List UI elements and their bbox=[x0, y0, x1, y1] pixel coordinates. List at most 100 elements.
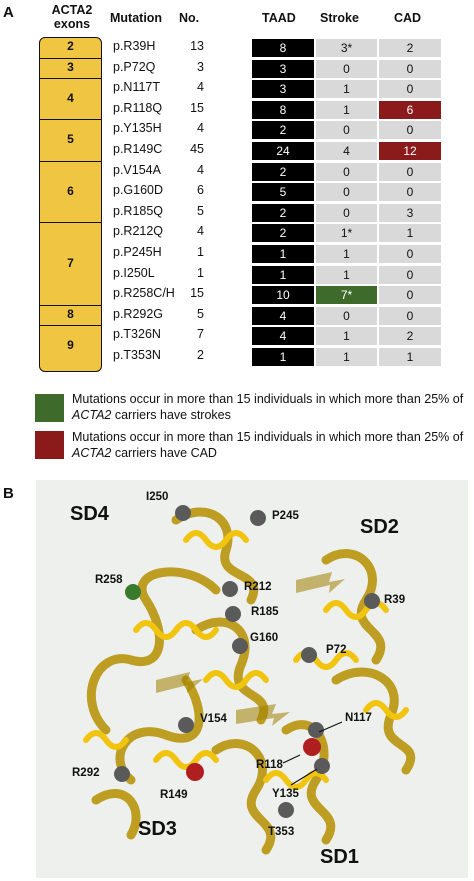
taad-cell: 3 bbox=[252, 60, 314, 78]
mutation-name: p.R39H bbox=[113, 39, 156, 53]
stroke-cell: 1 bbox=[316, 245, 377, 263]
mutation-name: p.P72Q bbox=[113, 60, 156, 74]
taad-cell: 8 bbox=[252, 39, 314, 57]
header-cad: CAD bbox=[394, 11, 422, 25]
cad-cell: 0 bbox=[379, 307, 441, 325]
taad-cell: 10 bbox=[252, 286, 314, 304]
mutation-count: 13 bbox=[190, 39, 204, 53]
taad-cell: 1 bbox=[252, 266, 314, 284]
mutation-name: p.R118Q bbox=[113, 101, 163, 115]
subdomain-sd1: SD1 bbox=[320, 846, 359, 868]
taad-cell: 5 bbox=[252, 183, 314, 201]
stroke-cell: 1 bbox=[316, 80, 377, 98]
mutation-count: 4 bbox=[197, 224, 204, 238]
cad-cell: 0 bbox=[379, 121, 441, 139]
cad-cell: 2 bbox=[379, 39, 441, 57]
exon-divider bbox=[39, 119, 102, 120]
mutation-count: 6 bbox=[197, 183, 204, 197]
mutation-name: p.R149C bbox=[113, 142, 163, 156]
stroke-cell: 1 bbox=[316, 101, 377, 119]
mutation-count: 5 bbox=[197, 307, 204, 321]
stroke-cell: 1* bbox=[316, 224, 377, 242]
exon-divider bbox=[39, 325, 102, 326]
legend-text-cad: Mutations occur in more than 15 individu… bbox=[72, 430, 464, 460]
taad-cell: 24 bbox=[252, 142, 314, 160]
stroke-cell: 0 bbox=[316, 60, 377, 78]
exon-number: 3 bbox=[67, 60, 74, 74]
mutation-name: p.Y135H bbox=[113, 121, 162, 135]
cad-cell: 3 bbox=[379, 204, 441, 222]
legend-swatch-cad bbox=[35, 431, 64, 459]
residue-label: Y135 bbox=[272, 788, 299, 800]
taad-cell: 2 bbox=[252, 163, 314, 181]
taad-cell: 1 bbox=[252, 348, 314, 366]
stroke-cell: 0 bbox=[316, 163, 377, 181]
mutation-name: p.N117T bbox=[113, 80, 161, 94]
stroke-cell: 7* bbox=[316, 286, 377, 304]
taad-cell: 4 bbox=[252, 327, 314, 345]
exon-number: 5 bbox=[67, 132, 74, 146]
mutation-count: 15 bbox=[190, 286, 204, 300]
exon-number: 8 bbox=[67, 307, 74, 321]
cad-cell: 0 bbox=[379, 245, 441, 263]
legend-text-stroke: Mutations occur in more than 15 individu… bbox=[72, 392, 464, 422]
mutation-name: p.T353N bbox=[113, 348, 161, 362]
taad-cell: 2 bbox=[252, 121, 314, 139]
cad-cell: 2 bbox=[379, 327, 441, 345]
subdomain-sd3: SD3 bbox=[138, 818, 177, 840]
header-taad: TAAD bbox=[262, 11, 296, 25]
stroke-cell: 0 bbox=[316, 121, 377, 139]
mutation-name: p.T326N bbox=[113, 327, 161, 341]
residue-label: N117 bbox=[345, 712, 372, 724]
residue-label: G160 bbox=[250, 632, 279, 644]
mutation-name: p.R185Q bbox=[113, 204, 164, 218]
residue-label: R185 bbox=[251, 606, 279, 618]
legend-swatch-stroke bbox=[35, 394, 64, 422]
stroke-cell: 1 bbox=[316, 327, 377, 345]
exon-column bbox=[39, 37, 102, 372]
mutation-name: p.R258C/H bbox=[113, 286, 175, 300]
cad-cell: 0 bbox=[379, 266, 441, 284]
stroke-cell: 0 bbox=[316, 204, 377, 222]
mutation-count: 5 bbox=[197, 204, 204, 218]
mutation-count: 3 bbox=[197, 60, 204, 74]
subdomain-sd4: SD4 bbox=[70, 503, 109, 525]
header-stroke: Stroke bbox=[320, 11, 359, 25]
mutation-count: 4 bbox=[197, 80, 204, 94]
stroke-cell: 1 bbox=[316, 348, 377, 366]
taad-cell: 8 bbox=[252, 101, 314, 119]
residue-label: I250 bbox=[146, 491, 169, 503]
exon-number: 6 bbox=[67, 184, 74, 198]
mutation-count: 1 bbox=[197, 266, 204, 280]
residue-label: V154 bbox=[200, 713, 227, 725]
stroke-cell: 0 bbox=[316, 307, 377, 325]
residue-label: T353 bbox=[268, 826, 295, 838]
mutation-name: p.R212Q bbox=[113, 224, 164, 238]
exon-divider bbox=[39, 58, 102, 59]
residue-label: R258 bbox=[95, 574, 123, 586]
stroke-cell: 1 bbox=[316, 266, 377, 284]
residue-label: R149 bbox=[160, 789, 188, 801]
panel-b-label: B bbox=[3, 485, 14, 502]
cad-cell: 1 bbox=[379, 224, 441, 242]
cad-cell: 6 bbox=[379, 101, 441, 119]
residue-label: P72 bbox=[326, 644, 347, 656]
taad-cell: 3 bbox=[252, 80, 314, 98]
exon-divider bbox=[39, 222, 102, 223]
exon-number: 4 bbox=[67, 91, 74, 105]
mutation-name: p.G160D bbox=[113, 183, 164, 197]
mutation-count: 7 bbox=[197, 327, 204, 341]
mutation-name: p.V154A bbox=[113, 163, 161, 177]
actin-structure-image bbox=[36, 480, 468, 878]
residue-label: R118 bbox=[256, 759, 283, 771]
subdomain-sd2: SD2 bbox=[360, 516, 399, 538]
taad-cell: 1 bbox=[252, 245, 314, 263]
cad-cell: 0 bbox=[379, 163, 441, 181]
exon-number: 9 bbox=[67, 338, 74, 352]
mutation-count: 4 bbox=[197, 121, 204, 135]
mutation-name: p.I250L bbox=[113, 266, 155, 280]
exon-divider bbox=[39, 78, 102, 79]
cad-cell: 0 bbox=[379, 60, 441, 78]
mutation-count: 15 bbox=[190, 101, 204, 115]
stroke-cell: 3* bbox=[316, 39, 377, 57]
